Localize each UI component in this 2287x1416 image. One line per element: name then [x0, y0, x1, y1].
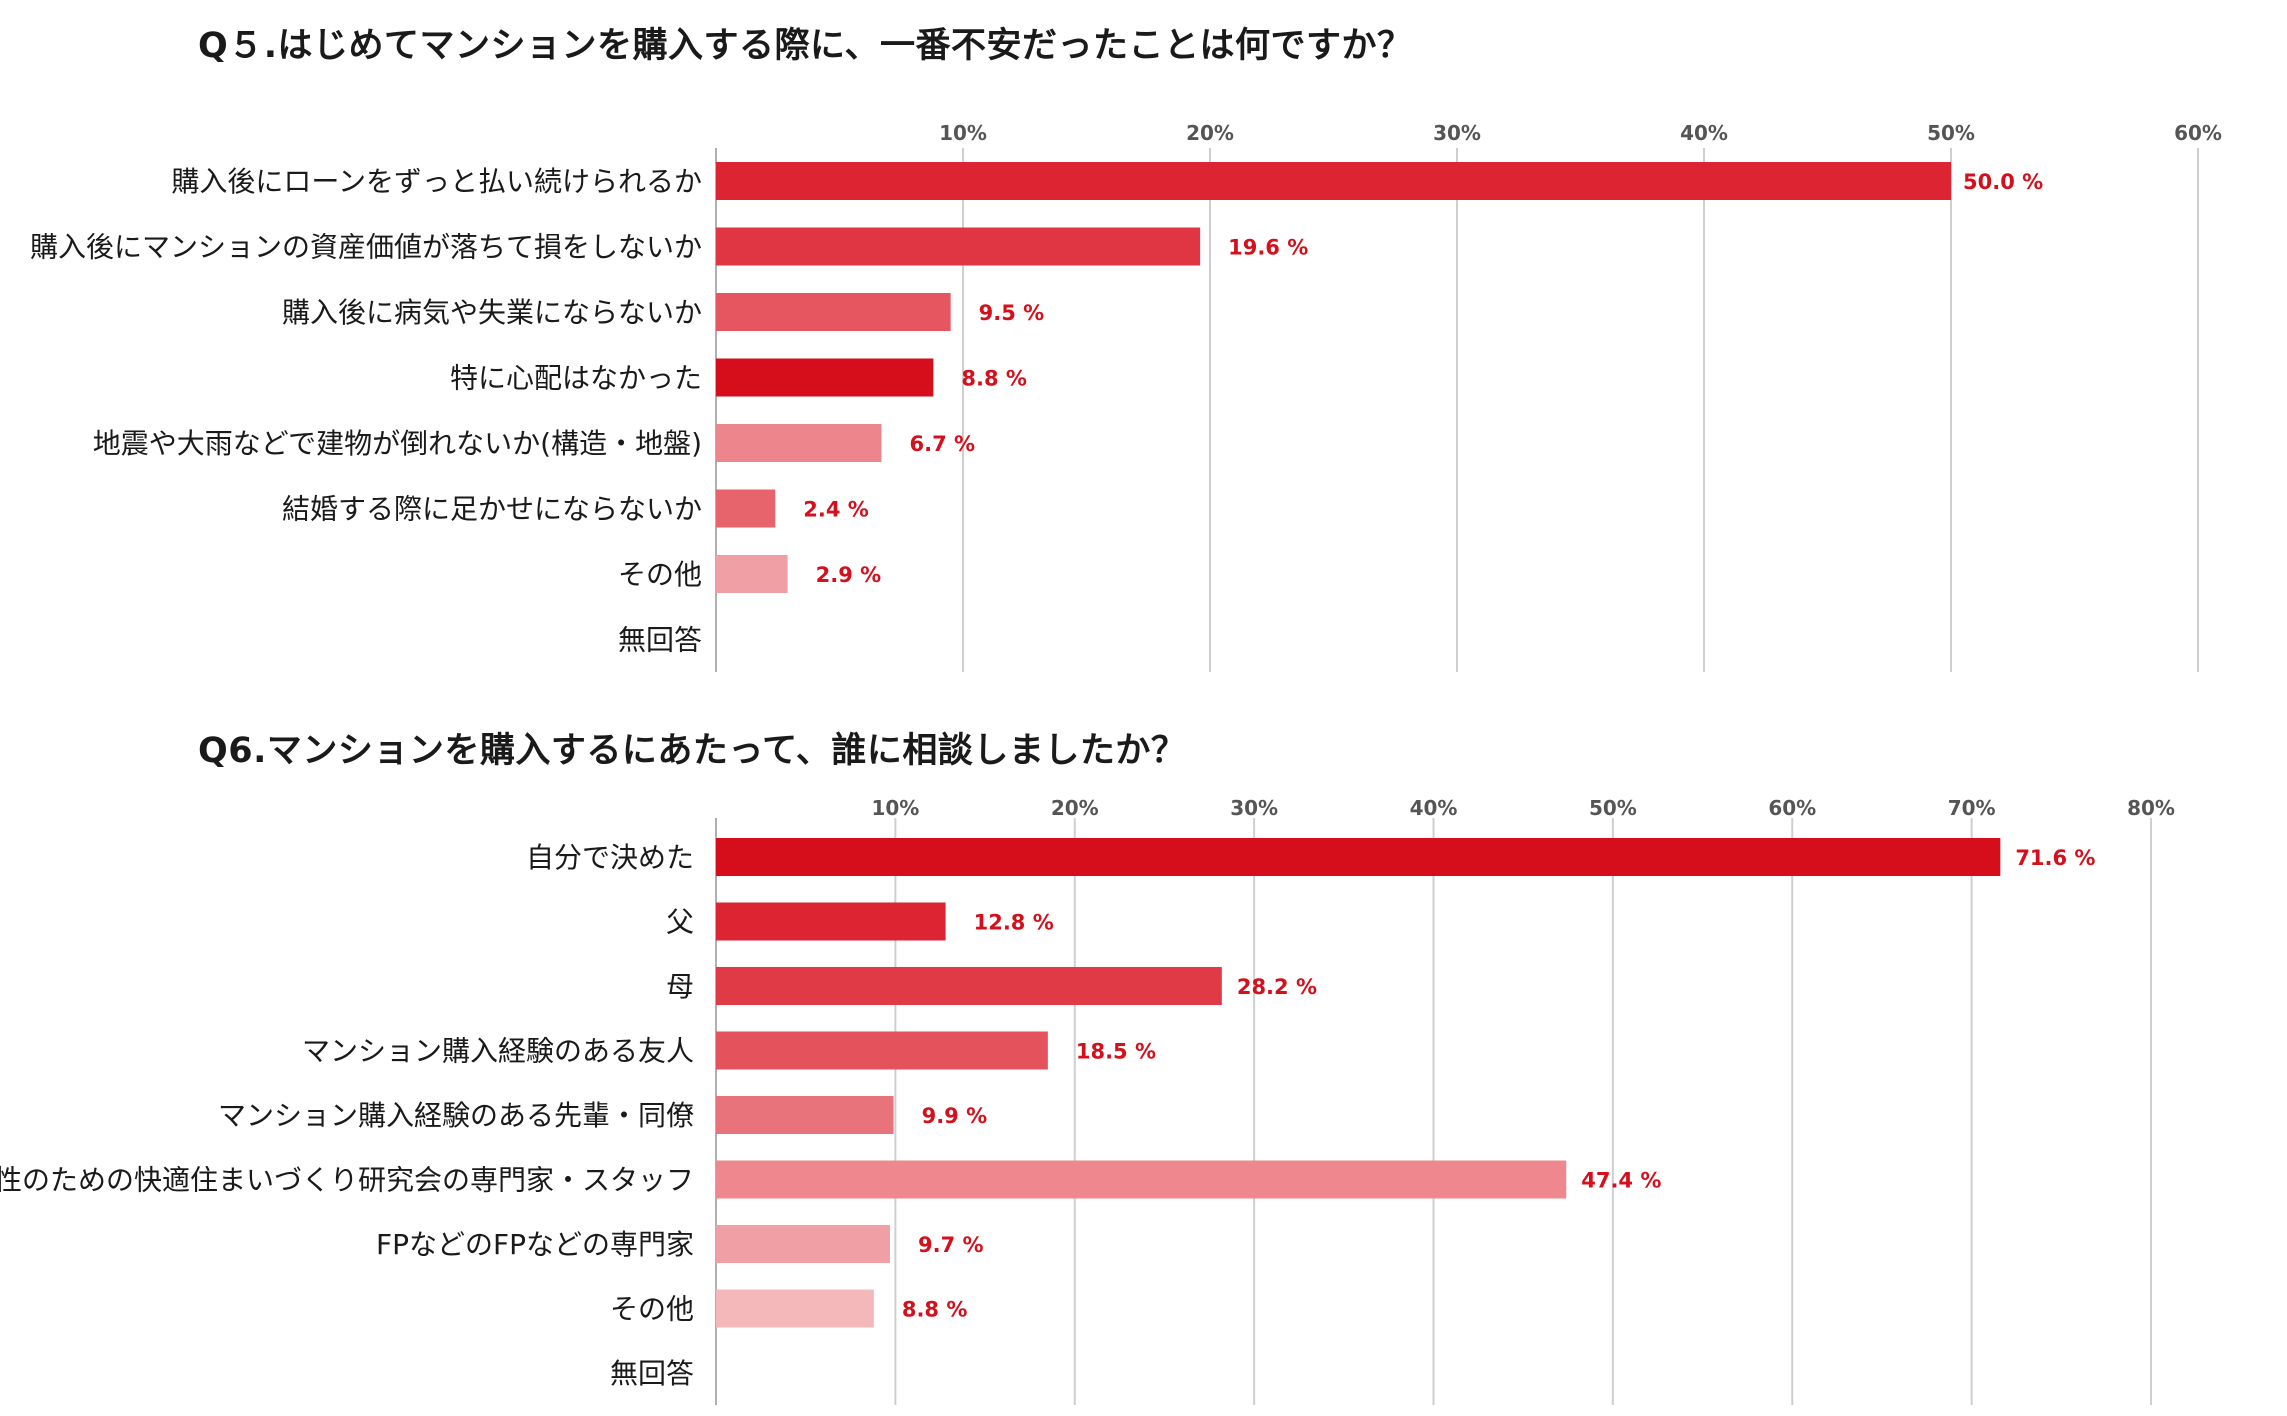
category-label: 自分で決めた: [526, 841, 694, 874]
bar: [716, 1031, 1048, 1070]
x-tick-label: 20%: [1186, 121, 1234, 145]
x-tick-label: 30%: [1230, 796, 1278, 820]
bar: [716, 902, 946, 941]
chart-1-title: Q５.はじめてマンションを購入する際に、一番不安だったことは何ですか？: [198, 26, 1413, 66]
data-label: 8.8 %: [902, 1298, 968, 1322]
category-label: 結婚する際に足かせにならないか: [282, 493, 702, 526]
category-label: 購入後にローンをずっと払い続けられるか: [171, 165, 702, 198]
data-label: 9.7 %: [918, 1233, 984, 1257]
category-label: その他: [618, 558, 702, 591]
data-label: 19.6 %: [1228, 236, 1308, 260]
bar: [716, 1225, 890, 1263]
x-tick-label: 60%: [1768, 796, 1816, 820]
bar: [716, 293, 951, 331]
category-label: 特に心配はなかった: [450, 362, 702, 395]
category-label: 購入後にマンションの資産価値が落ちて損をしないか: [30, 231, 702, 264]
data-label: 47.4 %: [1581, 1169, 1661, 1193]
chart-1: 10% 20% 30% 40% 50% 60% 購入後にローンをずっと払い続けられるか 50.…: [30, 121, 2222, 672]
bar: [716, 227, 1201, 266]
bar: [716, 1160, 1567, 1199]
bar: [716, 1096, 894, 1134]
bar: [716, 838, 2001, 876]
category-label: 無回答: [618, 624, 702, 657]
data-label: 6.7 %: [909, 432, 975, 456]
data-label: 2.4 %: [803, 498, 869, 522]
data-label: 28.2 %: [1237, 975, 1317, 999]
category-label: マンション購入経験のある友人: [302, 1035, 694, 1068]
category-label: 購入後に病気や失業にならないか: [282, 296, 702, 329]
x-tick-label: 40%: [1680, 121, 1728, 145]
x-tick-label: 80%: [2127, 796, 2175, 820]
category-label: 女性のための快適住まいづくり研究会の専門家・スタッフ: [0, 1164, 694, 1197]
bar: [716, 489, 776, 528]
category-label: 父: [666, 906, 694, 939]
bar: [716, 967, 1222, 1005]
data-label: 18.5 %: [1076, 1040, 1156, 1064]
data-label: 71.6 %: [2015, 846, 2095, 870]
x-tick-label: 60%: [2174, 121, 2222, 145]
data-label: 50.0 %: [1963, 170, 2043, 194]
x-tick-label: 70%: [1948, 796, 1996, 820]
x-tick-label: 10%: [939, 121, 987, 145]
bar: [716, 555, 788, 593]
data-label: 12.8 %: [974, 911, 1054, 935]
data-label: 9.9 %: [922, 1104, 988, 1128]
data-label: 8.8 %: [961, 367, 1027, 391]
bar: [716, 358, 934, 397]
category-label: 母: [666, 970, 694, 1003]
category-label: 無回答: [610, 1357, 694, 1390]
x-tick-label: 30%: [1433, 121, 1481, 145]
x-tick-label: 20%: [1051, 796, 1099, 820]
x-tick-label: 10%: [871, 796, 919, 820]
data-label: 2.9 %: [816, 563, 882, 587]
data-label: 9.5 %: [979, 301, 1045, 325]
chart-2-title: Q6.マンションを購入するにあたって、誰に相談しましたか？: [198, 731, 1187, 771]
x-tick-label: 50%: [1927, 121, 1975, 145]
bar: [716, 162, 1951, 200]
bar: [716, 424, 882, 462]
x-tick-label: 50%: [1589, 796, 1637, 820]
category-label: マンション購入経験のある先輩・同僚: [218, 1099, 694, 1132]
category-label: FPなどのFPなどの専門家: [376, 1228, 694, 1261]
x-tick-label: 40%: [1410, 796, 1458, 820]
category-label: その他: [610, 1293, 694, 1326]
bar: [716, 1289, 874, 1328]
category-label: 地震や大雨などで建物が倒れないか(構造・地盤): [93, 427, 702, 460]
